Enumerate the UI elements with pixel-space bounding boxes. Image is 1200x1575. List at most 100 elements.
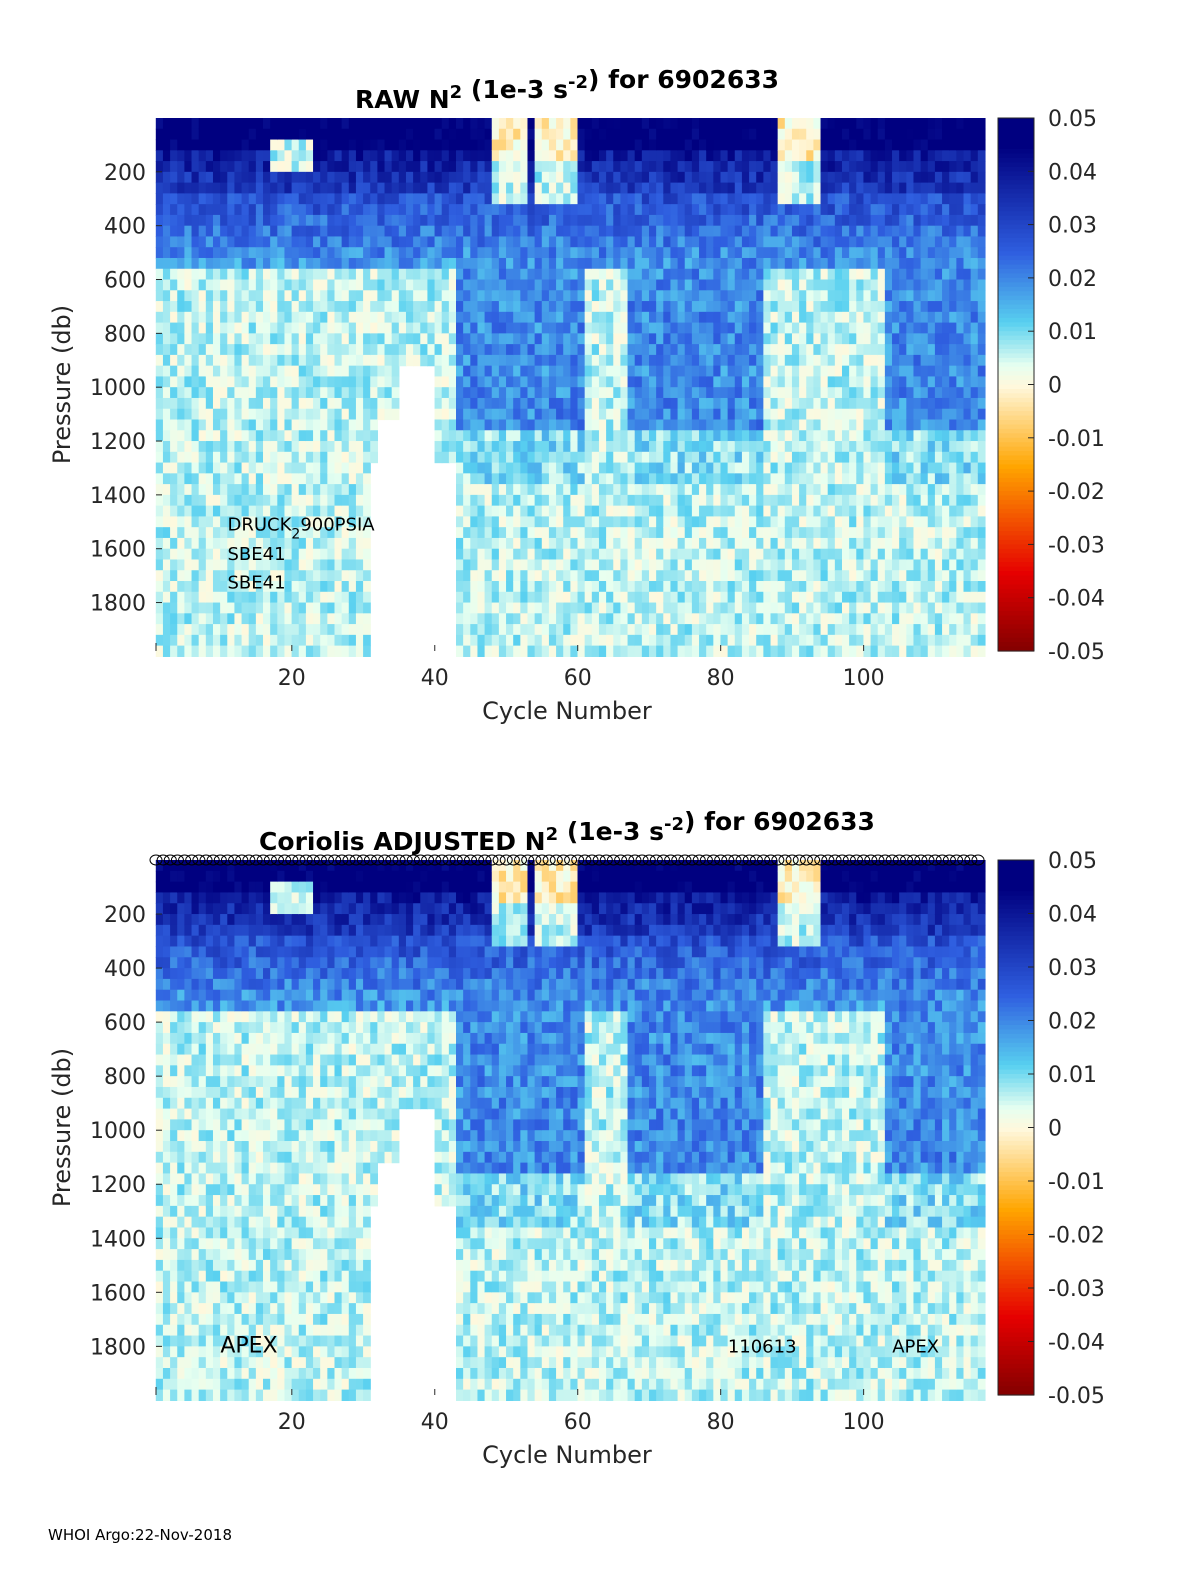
heatmap-cell xyxy=(570,462,579,474)
heatmap-cell xyxy=(777,354,786,367)
heatmap-cell xyxy=(649,365,657,378)
heatmap-cell xyxy=(506,387,514,399)
heatmap-cell xyxy=(827,257,836,270)
heatmap-cell xyxy=(477,602,486,614)
heatmap-cell xyxy=(620,505,629,518)
heatmap-cell xyxy=(234,161,243,173)
heatmap-cell xyxy=(520,548,529,561)
heatmap-cell xyxy=(363,387,371,399)
heatmap-cell xyxy=(627,613,636,625)
heatmap-cell xyxy=(548,268,557,281)
heatmap-cell xyxy=(706,570,714,582)
heatmap-cell xyxy=(598,279,607,291)
heatmap-cell xyxy=(198,354,207,367)
heatmap-cell xyxy=(305,559,314,571)
heatmap-cell xyxy=(541,150,550,162)
heatmap-cell xyxy=(520,365,529,378)
heatmap-cell xyxy=(184,591,193,604)
heatmap-cell xyxy=(277,559,286,571)
heatmap-cell xyxy=(541,236,550,248)
heatmap-cell xyxy=(770,537,779,550)
heatmap-cell xyxy=(348,128,357,141)
heatmap-cell xyxy=(413,118,421,130)
heatmap-cell xyxy=(656,473,664,485)
heatmap-cell xyxy=(641,161,650,173)
heatmap-cell xyxy=(255,344,264,356)
heatmap-cell xyxy=(656,527,664,539)
heatmap-cell xyxy=(284,193,293,205)
heatmap-cell xyxy=(649,193,657,205)
heatmap-cell xyxy=(613,559,622,571)
heatmap-cell xyxy=(241,397,250,410)
heatmap-cell xyxy=(806,494,814,507)
heatmap-cell xyxy=(620,559,629,571)
heatmap-cell xyxy=(348,505,357,518)
heatmap-cell xyxy=(899,161,907,173)
heatmap-cell xyxy=(806,473,814,485)
heatmap-cell xyxy=(441,171,450,184)
heatmap-cell xyxy=(541,527,550,539)
heatmap-cell xyxy=(791,634,800,647)
heatmap-cell xyxy=(884,451,893,464)
heatmap-cell xyxy=(298,484,307,496)
heatmap-cell xyxy=(227,204,236,216)
heatmap-cell xyxy=(220,473,228,485)
heatmap-cell xyxy=(470,419,479,431)
heatmap-cell xyxy=(677,484,686,496)
heatmap-cell xyxy=(355,624,364,636)
heatmap-cell xyxy=(155,139,164,151)
heatmap-cell xyxy=(277,344,286,356)
heatmap-cell xyxy=(456,613,464,625)
heatmap-cell xyxy=(906,182,915,194)
heatmap-cell xyxy=(541,161,550,173)
heatmap-cell xyxy=(763,559,772,571)
heatmap-cell xyxy=(513,225,521,238)
heatmap-cell xyxy=(313,408,321,421)
heatmap-cell xyxy=(591,570,600,582)
heatmap-cell xyxy=(749,279,757,291)
heatmap-cell xyxy=(877,516,886,528)
heatmap-cell xyxy=(205,430,214,442)
heatmap-cell xyxy=(849,537,857,550)
heatmap-cell xyxy=(791,257,800,270)
heatmap-cell xyxy=(391,204,400,216)
heatmap-cell xyxy=(841,494,850,507)
heatmap-cell xyxy=(255,602,264,614)
heatmap-cell xyxy=(641,171,650,184)
heatmap-cell xyxy=(691,204,700,216)
heatmap-cell xyxy=(377,311,386,324)
heatmap-cell xyxy=(591,139,600,151)
heatmap-cell xyxy=(820,451,829,464)
heatmap-cell xyxy=(398,171,407,184)
heatmap-cell xyxy=(241,484,250,496)
heatmap-cell xyxy=(198,193,207,205)
heatmap-cell xyxy=(227,419,236,431)
heatmap-cell xyxy=(513,182,521,194)
heatmap-cell xyxy=(684,484,693,496)
heatmap-cell xyxy=(162,505,171,518)
heatmap-cell xyxy=(548,344,557,356)
heatmap-cell xyxy=(677,171,686,184)
heatmap-cell xyxy=(341,494,350,507)
heatmap-cell xyxy=(892,397,900,410)
heatmap-cell xyxy=(820,570,829,582)
heatmap-cell xyxy=(584,214,593,227)
heatmap-cell xyxy=(756,365,764,378)
heatmap-cell xyxy=(248,214,257,227)
heatmap-cell xyxy=(620,182,629,194)
heatmap-cell xyxy=(649,182,657,194)
heatmap-cell xyxy=(370,344,378,356)
heatmap-cell xyxy=(877,118,886,130)
heatmap-cell xyxy=(463,118,471,130)
heatmap-cell xyxy=(634,624,643,636)
heatmap-cell xyxy=(277,462,286,474)
heatmap-cell xyxy=(291,150,300,162)
heatmap-cell xyxy=(877,301,886,313)
heatmap-cell xyxy=(820,462,829,474)
heatmap-cell xyxy=(770,645,779,657)
heatmap-cell xyxy=(899,376,907,388)
heatmap-cell xyxy=(820,591,829,604)
heatmap-cell xyxy=(298,419,307,431)
heatmap-cell xyxy=(220,204,228,216)
heatmap-cell xyxy=(320,344,328,356)
